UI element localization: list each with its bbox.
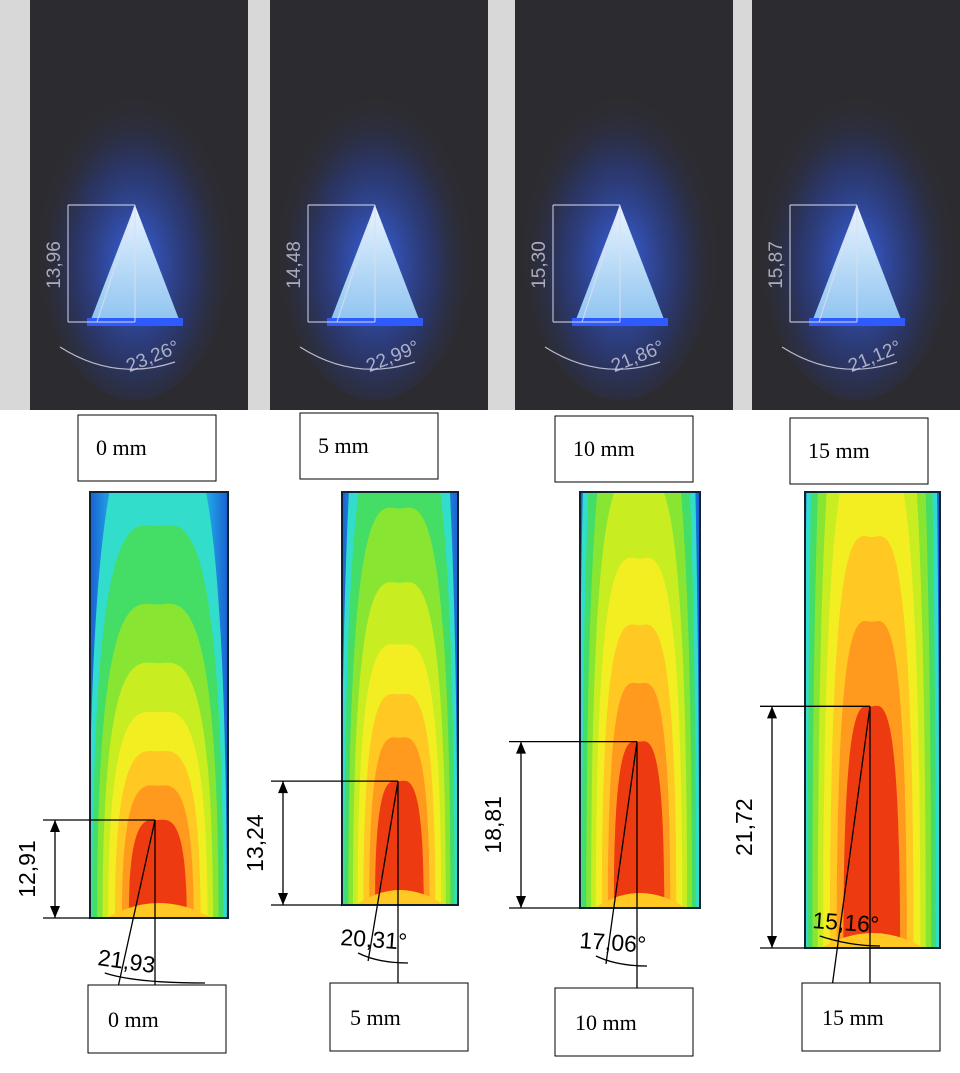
contour-band <box>614 741 664 908</box>
photo-caption: 10 mm <box>573 436 635 461</box>
cfd-caption: 0 mm <box>108 1007 159 1032</box>
cfd-caption: 5 mm <box>350 1005 401 1030</box>
cfd-angle-label: 20,31° <box>340 924 408 955</box>
photo-caption: 15 mm <box>808 438 870 463</box>
photo-height-label: 14,48 <box>284 241 305 289</box>
photo-caption: 0 mm <box>96 435 147 460</box>
cfd-caption: 15 mm <box>822 1005 884 1030</box>
figure: 13,9623,26°0 mm12,9121,930 mm14,4822,99°… <box>0 0 960 1073</box>
cfd-height-label: 18,81 <box>480 796 506 854</box>
cfd-height-label: 12,91 <box>14 840 40 898</box>
photo-height-label: 15,87 <box>766 241 787 289</box>
cfd-height-label: 13,24 <box>242 814 268 872</box>
cfd-angle-label: 17,06° <box>579 927 647 958</box>
cfd-contour <box>89 427 228 918</box>
photo-height-label: 15,30 <box>529 241 550 289</box>
cfd-caption: 10 mm <box>575 1010 637 1035</box>
contour-band <box>375 781 424 905</box>
cfd-height-label: 21,72 <box>731 798 757 856</box>
photo-caption: 5 mm <box>318 433 369 458</box>
cfd-angle-label: 15,16° <box>812 907 880 938</box>
photo-height-label: 13,96 <box>44 241 65 289</box>
